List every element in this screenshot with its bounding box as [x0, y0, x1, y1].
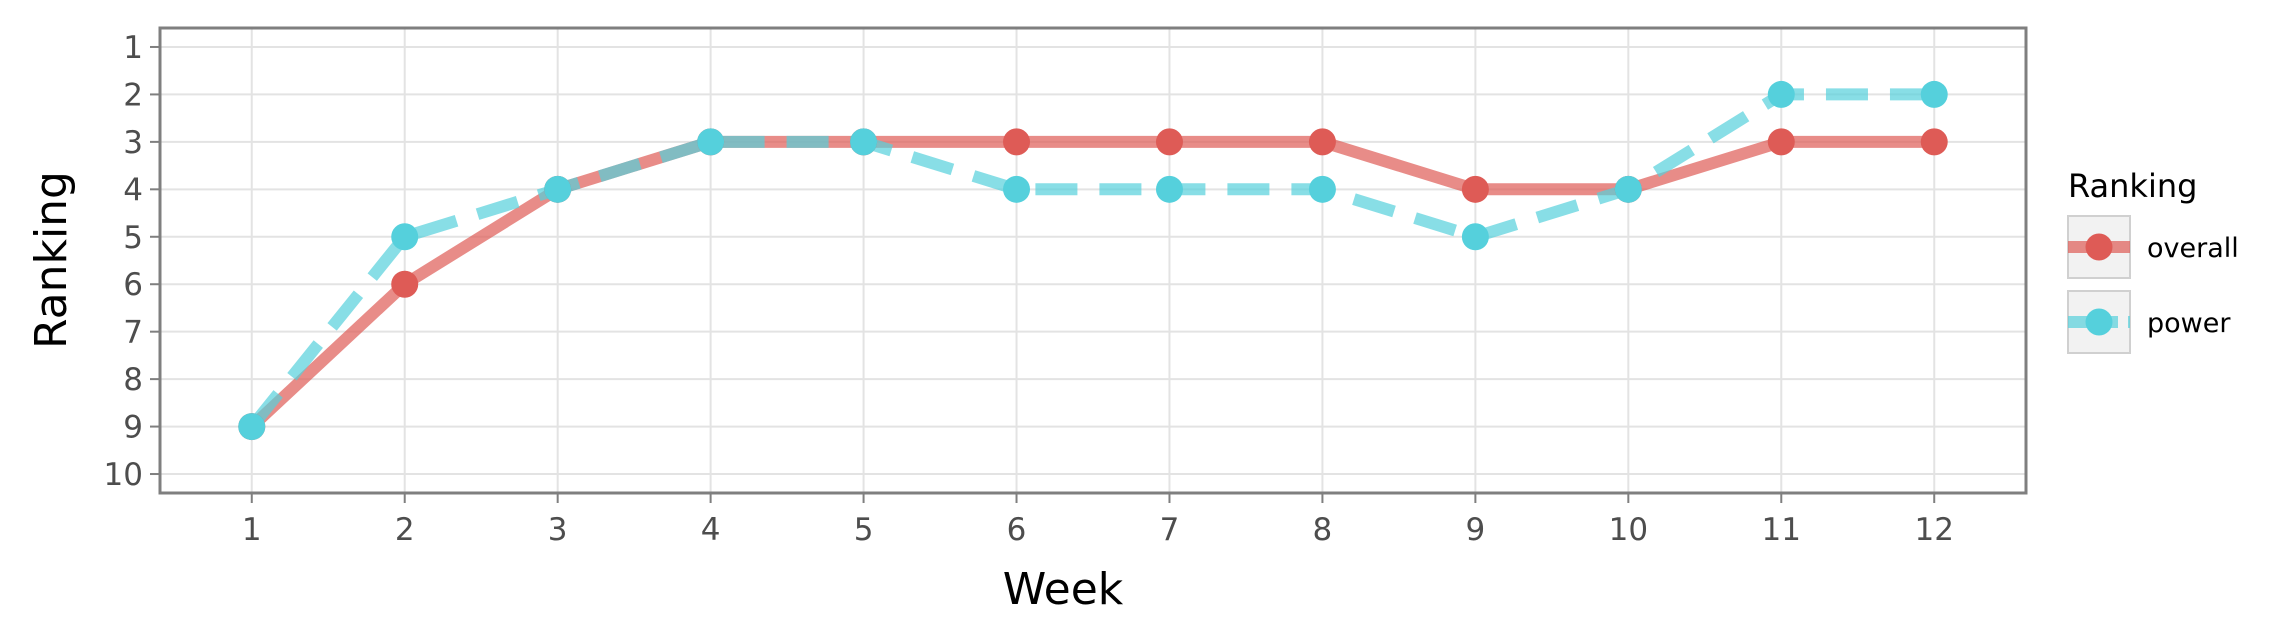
data-point-power [1003, 175, 1031, 203]
x-tick-label: 10 [1609, 512, 1648, 548]
legend-point-power [2085, 308, 2113, 336]
data-point-power [1614, 175, 1642, 203]
data-point-overall [1461, 175, 1489, 203]
data-point-power [1308, 175, 1336, 203]
data-point-overall [1003, 128, 1031, 156]
data-point-overall [1767, 128, 1795, 156]
series-points [238, 80, 1948, 441]
data-point-power [1461, 223, 1489, 251]
x-tick-label: 6 [1007, 512, 1027, 548]
y-tick-label: 10 [104, 457, 143, 493]
legend-title: Ranking [2068, 167, 2197, 205]
y-tick-label: 4 [123, 172, 143, 208]
x-tick-label: 3 [548, 512, 568, 548]
y-tick-label: 8 [123, 362, 143, 398]
series-lines [247, 88, 1935, 431]
x-tick-label: 12 [1915, 512, 1954, 548]
data-point-power [238, 413, 266, 441]
y-axis-title: Ranking [26, 171, 77, 349]
series-line-overall [247, 135, 1935, 431]
x-tick-label: 2 [395, 512, 415, 548]
y-tick-label: 2 [123, 77, 143, 113]
x-tick-label: 1 [242, 512, 262, 548]
data-point-power [1155, 175, 1183, 203]
y-tick-label: 9 [123, 410, 143, 446]
x-tick-label: 8 [1313, 512, 1333, 548]
x-tick-label: 11 [1762, 512, 1801, 548]
data-point-power [1767, 80, 1795, 108]
y-tick-label: 3 [123, 125, 143, 161]
legend-label-power: power [2147, 308, 2231, 339]
legend-point-overall [2085, 233, 2113, 261]
data-point-power [391, 223, 419, 251]
y-tick-label: 7 [123, 315, 143, 351]
data-point-overall [1155, 128, 1183, 156]
y-tick-label: 6 [123, 267, 143, 303]
data-point-overall [1308, 128, 1336, 156]
plot-panel-border [158, 26, 2028, 495]
legend-label-overall: overall [2147, 233, 2239, 264]
data-point-power [1920, 80, 1948, 108]
x-tick-label: 4 [701, 512, 721, 548]
legend: Ranking overall power [2067, 167, 2239, 354]
x-tick-label: 7 [1160, 512, 1180, 548]
data-point-overall [1920, 128, 1948, 156]
y-tick-label: 5 [123, 220, 143, 256]
x-tick-label: 9 [1466, 512, 1486, 548]
data-point-power [544, 175, 572, 203]
legend-items: overall power [2067, 215, 2239, 354]
y-axis-ticks: 1 2 3 4 5 6 7 8 9 10 [104, 30, 160, 493]
data-point-overall [391, 270, 419, 298]
plot-background [160, 28, 2026, 493]
data-point-power [697, 128, 725, 156]
y-tick-label: 1 [123, 30, 143, 66]
x-tick-label: 5 [854, 512, 874, 548]
x-axis-ticks: 1 2 3 4 5 6 7 8 9 10 11 12 [242, 493, 1954, 548]
x-axis-title: Week [1003, 564, 1124, 615]
data-point-power [850, 128, 878, 156]
